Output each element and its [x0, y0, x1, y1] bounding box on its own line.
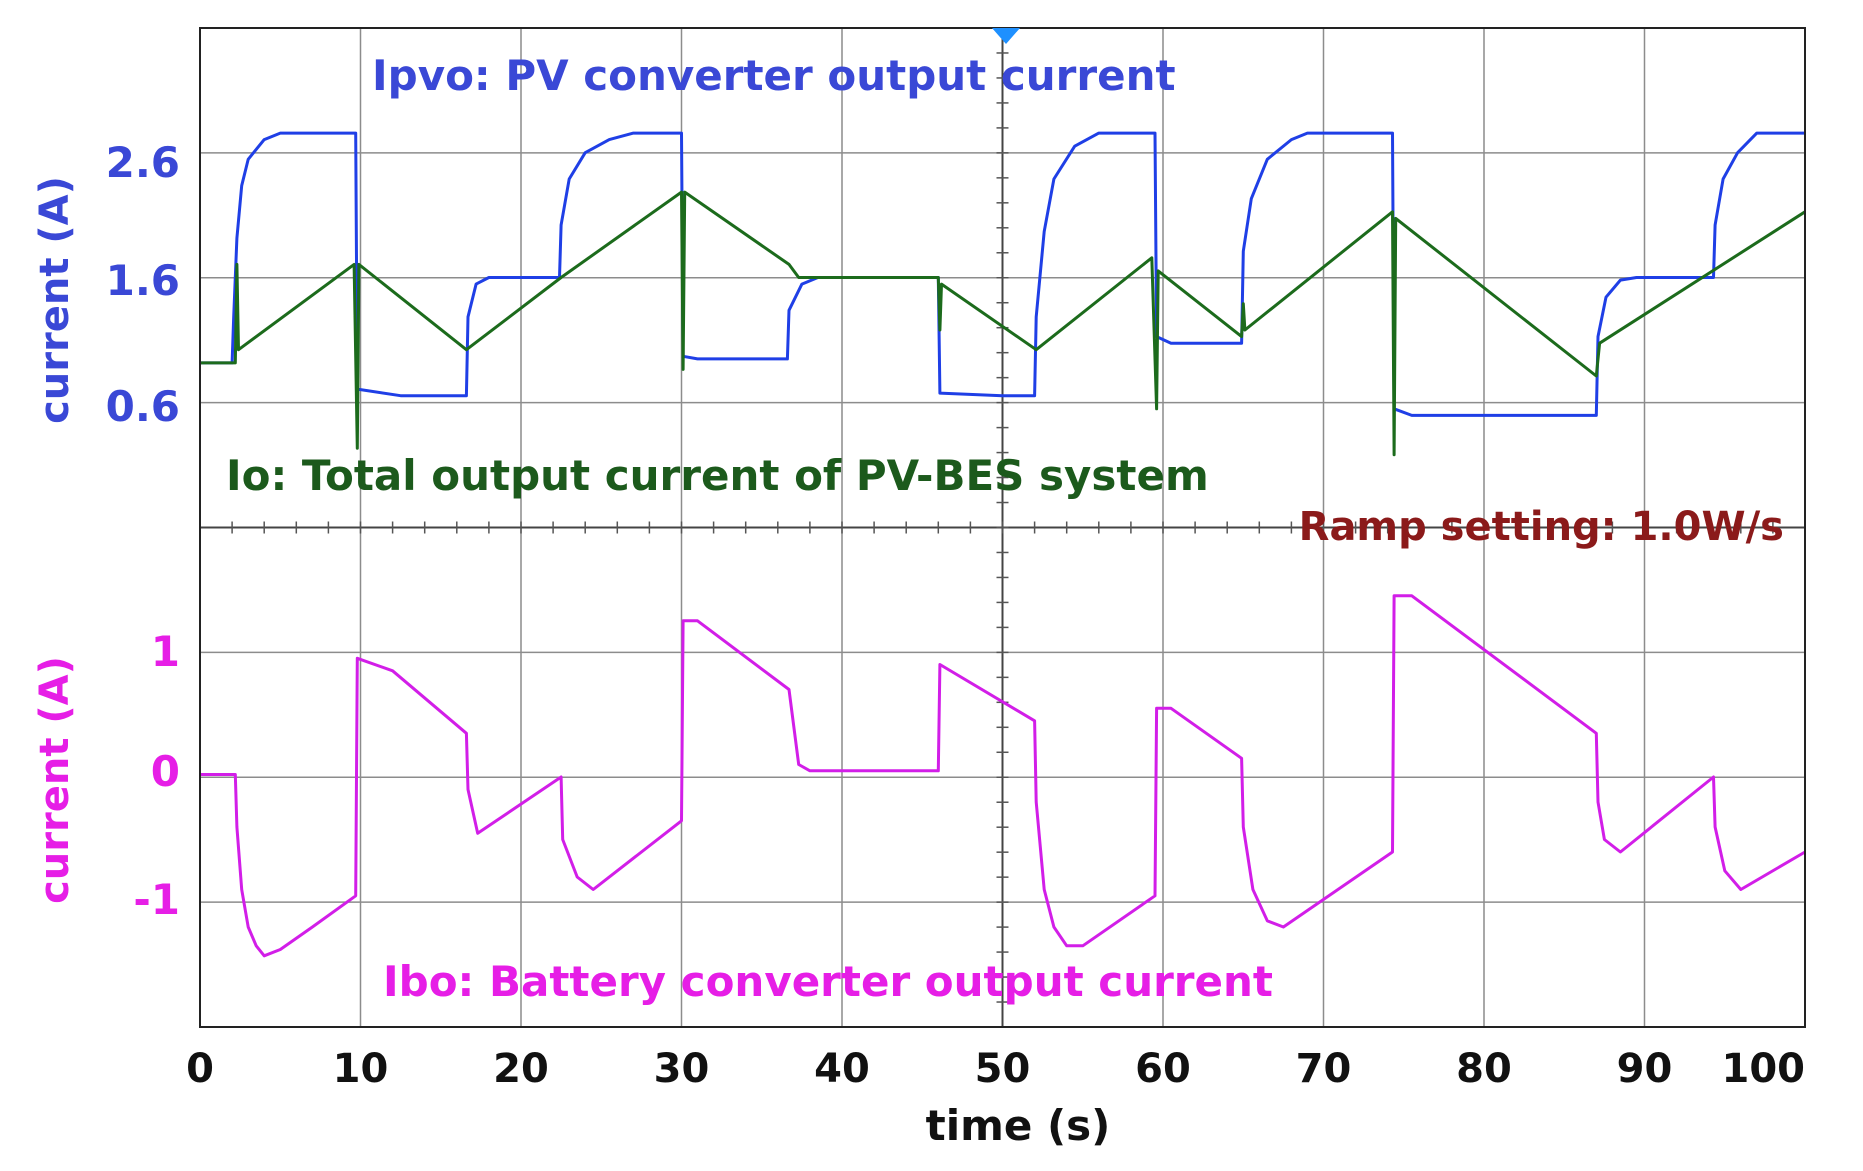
xtick-label: 90	[1617, 1046, 1673, 1092]
bottom-ylabel: current (A)	[32, 656, 78, 904]
top-ytick-label: 2.6	[106, 138, 180, 187]
xtick-label: 80	[1456, 1046, 1512, 1092]
xtick-label: 100	[1722, 1046, 1806, 1092]
x-axis: 0 10 20 30 40 50 60 70 80 90 100 time (s…	[186, 1046, 1805, 1150]
ramp-setting-annotation: Ramp setting: 1.0W/s	[1299, 504, 1784, 550]
ibo-legend-label: Ibo: Battery converter output current	[383, 957, 1273, 1006]
xtick-label: 50	[975, 1046, 1031, 1092]
bottom-ytick-label: 0	[151, 747, 180, 796]
xtick-label: 30	[654, 1046, 710, 1092]
series-line-0-1	[200, 190, 1806, 457]
bottom-y-axis: current (A) 1 0 -1	[32, 627, 180, 924]
series-line-1-0	[200, 594, 1806, 958]
ipvo-legend-label: Ipvo: PV converter output current	[372, 51, 1176, 100]
bottom-ytick-label: -1	[133, 875, 180, 924]
top-y-axis: current (A) 2.6 1.6 0.6	[32, 138, 180, 431]
xtick-label: 60	[1135, 1046, 1191, 1092]
xlabel: time (s)	[926, 1101, 1111, 1150]
bottom-ytick-label: 1	[151, 627, 180, 676]
xtick-label: 20	[493, 1046, 549, 1092]
top-ytick-label: 0.6	[106, 382, 180, 431]
xtick-label: 40	[814, 1046, 870, 1092]
series-layer	[200, 131, 1806, 958]
series-line-0-0	[200, 131, 1805, 417]
io-legend-label: Io: Total output current of PV-BES syste…	[226, 451, 1209, 500]
xtick-label: 10	[333, 1046, 389, 1092]
top-ylabel: current (A)	[32, 176, 78, 424]
trigger-marker-icon	[992, 28, 1020, 44]
xtick-label: 70	[1296, 1046, 1352, 1092]
xtick-label: 0	[186, 1046, 214, 1092]
top-ytick-label: 1.6	[106, 256, 180, 305]
